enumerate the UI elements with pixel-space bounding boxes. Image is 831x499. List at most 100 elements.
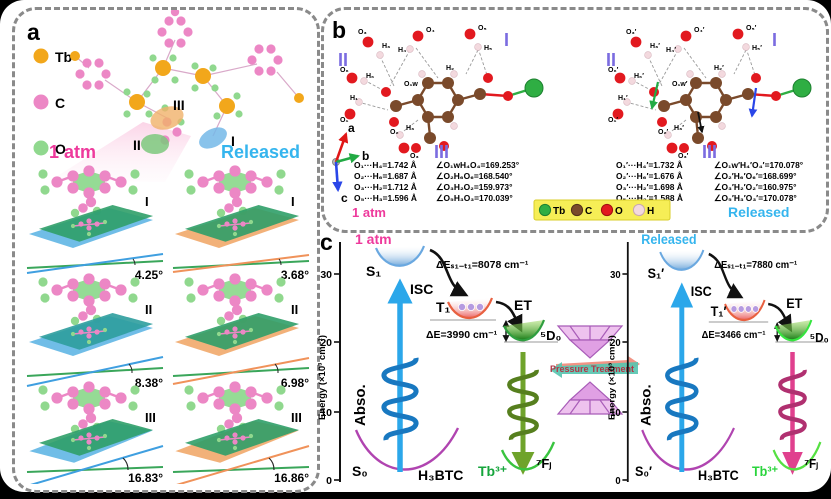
planes-i-released-icon bbox=[175, 205, 300, 248]
c-atom-icon bbox=[33, 94, 49, 110]
diagram-title-1atm: 1 atm bbox=[355, 231, 392, 247]
fj-curve bbox=[500, 441, 556, 471]
angle-line: ∠O₁wH₄O₄=169.253° bbox=[436, 160, 519, 170]
region-i-label: I bbox=[772, 30, 777, 50]
legend-tb-label: Tb bbox=[55, 49, 72, 65]
atom-label: H₁ bbox=[350, 95, 358, 102]
s1-curve bbox=[374, 245, 426, 267]
angle-line: ∠O₃H₂O₂=159.973° bbox=[436, 182, 512, 192]
axis-b-label: b bbox=[362, 149, 369, 163]
et-label: ET bbox=[514, 297, 532, 313]
molecule-i-released-icon: I bbox=[183, 164, 295, 219]
atom-label: H₁′ bbox=[618, 95, 628, 102]
panel-a-legend: Tb C O bbox=[33, 48, 72, 157]
distance-line: O₂···H₆=1.687 Å bbox=[354, 171, 417, 181]
distance-line: O₃···H₂=1.712 Å bbox=[354, 182, 417, 192]
tick-30: 30 bbox=[610, 270, 621, 282]
diamond-anvil-top-icon bbox=[556, 325, 624, 359]
panel-b-atom-legend: Tb C O H bbox=[533, 199, 671, 221]
isc-label: ISC bbox=[691, 283, 712, 299]
s0-curve bbox=[354, 427, 460, 471]
axis-c-label: c bbox=[341, 191, 348, 205]
btc-structure-1atm-icon: O₄ H₄ O₅ H₅ O₃ H₃ O₆ H₆ O₁ H₁ O₂ H₂ O₁w … bbox=[338, 25, 545, 162]
c-atom-icon bbox=[570, 203, 584, 217]
panel-b: b O₄ H₄ O₅ H₅ O₃ H₃ O₆ H₆ O₁ H₁ O₂ H₂ O₁… bbox=[321, 7, 829, 233]
t1-label: T₁′ bbox=[711, 303, 727, 319]
atom-label: H₆′ bbox=[634, 73, 644, 80]
atom-label: H₃ bbox=[406, 125, 414, 132]
cluster-numeral-ii: II bbox=[133, 137, 141, 153]
tb-atom-icon bbox=[33, 48, 49, 64]
s0-curve bbox=[641, 427, 735, 471]
distance-line: O₃′···H₂′=1.698 Å bbox=[616, 182, 683, 192]
atom-label: H₆ bbox=[366, 73, 374, 80]
angle-line: ∠O₂H₆O₆=168.540° bbox=[436, 171, 512, 181]
panel-a-graphic: a Tb C O bbox=[26, 10, 310, 484]
atom-label: H₃′ bbox=[650, 43, 660, 50]
distance-line: O₂′···H₆′=1.676 Å bbox=[616, 171, 683, 181]
isc-arrow-icon bbox=[708, 252, 744, 299]
atom-label: O₃ bbox=[358, 29, 367, 36]
highlight-ellipse-ii bbox=[141, 134, 169, 154]
isc-label: ISC bbox=[410, 281, 433, 297]
tick-0: 0 bbox=[326, 475, 332, 487]
axis-a-label: a bbox=[348, 121, 355, 135]
tb3-label: Tb³⁺ bbox=[478, 463, 507, 479]
atom-label: O₃ bbox=[410, 153, 419, 160]
atom-label: H₃ bbox=[382, 43, 390, 50]
panel-b-graphic: b O₄ H₄ O₅ H₅ O₃ H₃ O₆ H₆ O₁ H₁ O₂ H₂ O₁… bbox=[332, 17, 813, 221]
region-i-label: I bbox=[504, 30, 509, 50]
tick-0: 0 bbox=[615, 476, 621, 488]
numeral-ii: II bbox=[291, 302, 298, 317]
tb-atom-icon bbox=[538, 203, 552, 217]
pressure-treatment-graphic: Pressure Treatment bbox=[550, 325, 640, 415]
pressure-treatment-label: Pressure Treatment bbox=[550, 364, 634, 374]
legend-tb-label: Tb bbox=[553, 206, 565, 217]
distance-line: O₁′···H₄′=1.732 Å bbox=[616, 160, 683, 170]
angle-value: 8.38° bbox=[135, 376, 163, 390]
de-s1t1-label: ΔEₛ₁₋ₜ₁=7880 cm⁻¹ bbox=[714, 260, 798, 272]
tick-20: 20 bbox=[320, 337, 332, 349]
h3btc-label: H₃BTC bbox=[418, 467, 463, 483]
panel-b-title-1atm: 1 atm bbox=[352, 205, 386, 220]
de-s1t1-label: ΔEₛ₁₋ₜ₁=8078 cm⁻¹ bbox=[436, 259, 529, 271]
legend-c-label: C bbox=[585, 206, 592, 217]
atom-label: O₁′ bbox=[608, 117, 618, 124]
atom-label: O₁w′ bbox=[672, 81, 688, 88]
fj-label: ⁷Fⱼ bbox=[536, 456, 552, 471]
de-t1d0-label: ΔE=3466 cm⁻¹ bbox=[702, 330, 767, 342]
abso-label: Abso. bbox=[352, 384, 369, 426]
y-axis-label: Energy (×10³ cm⁻¹) bbox=[318, 335, 328, 420]
atom-label: H₃′ bbox=[674, 125, 684, 132]
molecule-ii-released-icon: II bbox=[183, 272, 298, 327]
angle-value: 16.86° bbox=[274, 471, 309, 484]
distance-line: O₅′···H₃′=1.588 Å bbox=[616, 193, 683, 203]
cluster-numeral-iii: III bbox=[173, 97, 185, 113]
panel-c-label: c bbox=[320, 230, 333, 255]
energy-diagram-1atm: 1 atm 0 10 20 30 Energy (×10³ cm⁻¹) Abso… bbox=[318, 231, 561, 487]
atom-label: H₄′ bbox=[666, 47, 676, 54]
angle-i-released: 3.68° bbox=[172, 254, 309, 282]
d0-label: ⁵D₀ bbox=[540, 328, 561, 343]
o-atom-icon bbox=[33, 140, 49, 156]
molecule-iii-1atm-icon: III bbox=[37, 380, 156, 435]
panel-b-label: b bbox=[332, 17, 346, 43]
abso-label: Abso. bbox=[639, 384, 654, 426]
planes-iii-released-icon bbox=[174, 418, 300, 466]
atom-label: O₄′ bbox=[694, 27, 705, 34]
angle-line: ∠O₅′H₃′O₃′=170.078° bbox=[714, 193, 797, 203]
atom-label: O₅ bbox=[478, 25, 487, 32]
column-title-released: Released bbox=[221, 142, 300, 162]
molecule-iii-released-icon: III bbox=[183, 380, 302, 435]
planes-iii-1atm-icon bbox=[28, 418, 154, 466]
atom-label: O₆′ bbox=[608, 67, 619, 74]
panel-c: c 1 atm 0 10 20 30 Energy (×10³ cm⁻¹) Ab… bbox=[318, 230, 831, 492]
angle-iii-released: 16.86° bbox=[172, 445, 310, 484]
molecule-i-1atm-icon: I bbox=[37, 164, 149, 219]
h3btc-label: H₃BTC bbox=[698, 467, 739, 483]
fj-curve bbox=[772, 441, 822, 471]
crystal-axes-icon: a b c bbox=[332, 121, 369, 205]
molecule-ii-1atm-icon: II bbox=[37, 272, 152, 327]
